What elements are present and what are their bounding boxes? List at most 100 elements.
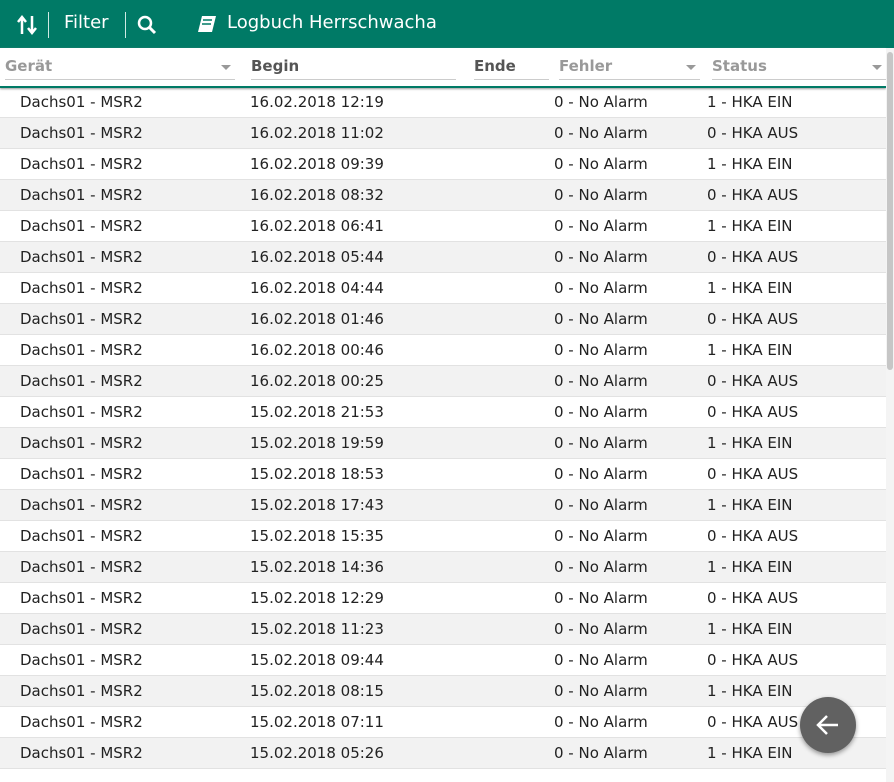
table-cell: 0 - No Alarm <box>554 558 648 576</box>
table-cell: 0 - No Alarm <box>554 589 648 607</box>
column-header[interactable]: Ende <box>474 57 549 80</box>
table-cell: 0 - No Alarm <box>554 341 648 359</box>
table-cell: Dachs01 - MSR2 <box>20 403 143 421</box>
table-cell: 15.02.2018 12:29 <box>250 589 384 607</box>
table-cell: 0 - No Alarm <box>554 651 648 669</box>
table-cell: 1 - HKA EIN <box>707 155 793 173</box>
table-cell: 0 - No Alarm <box>554 310 648 328</box>
table-header: Gerät Begin Ende Fehler Status <box>0 48 886 88</box>
table-cell: Dachs01 - MSR2 <box>20 465 143 483</box>
table-cell: Dachs01 - MSR2 <box>20 341 143 359</box>
separator <box>48 12 49 38</box>
table-cell: 16.02.2018 08:32 <box>250 186 384 204</box>
table-row[interactable]: Dachs01 - MSR2 15.02.2018 05:26 0 - No Ala… <box>0 738 886 769</box>
table-cell: 0 - HKA AUS <box>707 651 799 669</box>
table-cell: 0 - No Alarm <box>554 713 648 731</box>
table-cell: 15.02.2018 15:35 <box>250 527 384 545</box>
table-cell: 16.02.2018 09:39 <box>250 155 384 173</box>
table-cell: Dachs01 - MSR2 <box>20 589 143 607</box>
table-row[interactable]: Dachs01 - MSR2 16.02.2018 04:44 0 - No Ala… <box>0 273 886 304</box>
back-button[interactable] <box>800 697 856 753</box>
book-icon <box>198 16 216 32</box>
table-cell: 1 - HKA EIN <box>707 496 793 514</box>
table-cell: 16.02.2018 06:41 <box>250 217 384 235</box>
column-label: Gerät <box>5 57 53 75</box>
table-row[interactable]: Dachs01 - MSR2 16.02.2018 06:41 0 - No Ala… <box>0 211 886 242</box>
table-cell: Dachs01 - MSR2 <box>20 124 143 142</box>
table-cell: 0 - No Alarm <box>554 527 648 545</box>
table-cell: 15.02.2018 21:53 <box>250 403 384 421</box>
table-cell: Dachs01 - MSR2 <box>20 744 143 762</box>
search-icon[interactable] <box>136 14 158 36</box>
table-body: Dachs01 - MSR2 16.02.2018 12:19 0 - No Ala… <box>0 87 886 769</box>
table-cell: 16.02.2018 00:25 <box>250 372 384 390</box>
scrollbar-thumb[interactable] <box>887 52 893 370</box>
table-row[interactable]: Dachs01 - MSR2 16.02.2018 00:46 0 - No Ala… <box>0 335 886 366</box>
table-cell: Dachs01 - MSR2 <box>20 93 143 111</box>
column-header[interactable]: Fehler <box>559 57 700 80</box>
table-cell: 0 - HKA AUS <box>707 589 799 607</box>
table-cell: Dachs01 - MSR2 <box>20 527 143 545</box>
table-cell: Dachs01 - MSR2 <box>20 620 143 638</box>
table-cell: 16.02.2018 04:44 <box>250 279 384 297</box>
table-cell: 15.02.2018 11:23 <box>250 620 384 638</box>
table-cell: Dachs01 - MSR2 <box>20 496 143 514</box>
table-row[interactable]: Dachs01 - MSR2 15.02.2018 17:43 0 - No Ala… <box>0 490 886 521</box>
table-row[interactable]: Dachs01 - MSR2 15.02.2018 11:23 0 - No Ala… <box>0 614 886 645</box>
scrollbar[interactable] <box>886 48 894 782</box>
table-cell: 1 - HKA EIN <box>707 744 793 762</box>
table-cell: 0 - No Alarm <box>554 744 648 762</box>
sort-icon[interactable] <box>16 14 40 36</box>
toolbar: Filter Logbuch Herrschwacha <box>0 0 894 48</box>
table-cell: 0 - No Alarm <box>554 186 648 204</box>
table-cell: 0 - No Alarm <box>554 465 648 483</box>
table-cell: 0 - No Alarm <box>554 372 648 390</box>
table-cell: 15.02.2018 19:59 <box>250 434 384 452</box>
table-cell: 0 - No Alarm <box>554 682 648 700</box>
separator <box>125 12 126 38</box>
table-cell: Dachs01 - MSR2 <box>20 279 143 297</box>
table-cell: 0 - HKA AUS <box>707 372 799 390</box>
table-cell: 0 - HKA AUS <box>707 465 799 483</box>
table-cell: 0 - No Alarm <box>554 155 648 173</box>
table-row[interactable]: Dachs01 - MSR2 16.02.2018 11:02 0 - No Ala… <box>0 118 886 149</box>
table-cell: 1 - HKA EIN <box>707 279 793 297</box>
filter-button[interactable]: Filter <box>64 12 109 33</box>
table-row[interactable]: Dachs01 - MSR2 16.02.2018 09:39 0 - No Ala… <box>0 149 886 180</box>
table-cell: 0 - HKA AUS <box>707 403 799 421</box>
table-row[interactable]: Dachs01 - MSR2 15.02.2018 18:53 0 - No Ala… <box>0 459 886 490</box>
table-cell: Dachs01 - MSR2 <box>20 558 143 576</box>
table-cell: 15.02.2018 08:15 <box>250 682 384 700</box>
table-row[interactable]: Dachs01 - MSR2 16.02.2018 05:44 0 - No Ala… <box>0 242 886 273</box>
table-cell: 16.02.2018 12:19 <box>250 93 384 111</box>
table-cell: 1 - HKA EIN <box>707 558 793 576</box>
table-cell: 0 - No Alarm <box>554 620 648 638</box>
column-header[interactable]: Status <box>712 57 886 80</box>
table-cell: 15.02.2018 17:43 <box>250 496 384 514</box>
table-cell: Dachs01 - MSR2 <box>20 217 143 235</box>
table-row[interactable]: Dachs01 - MSR2 16.02.2018 01:46 0 - No Ala… <box>0 304 886 335</box>
table-cell: 0 - No Alarm <box>554 496 648 514</box>
table-cell: 0 - No Alarm <box>554 93 648 111</box>
table-row[interactable]: Dachs01 - MSR2 15.02.2018 07:11 0 - No Ala… <box>0 707 886 738</box>
table-cell: 0 - HKA AUS <box>707 186 799 204</box>
table-row[interactable]: Dachs01 - MSR2 15.02.2018 09:44 0 - No Ala… <box>0 645 886 676</box>
logbook-title[interactable]: Logbuch Herrschwacha <box>227 12 437 33</box>
table-cell: 1 - HKA EIN <box>707 341 793 359</box>
column-header[interactable]: Begin <box>251 57 456 80</box>
table-cell: 0 - HKA AUS <box>707 713 799 731</box>
table-row[interactable]: Dachs01 - MSR2 16.02.2018 08:32 0 - No Ala… <box>0 180 886 211</box>
table-cell: Dachs01 - MSR2 <box>20 372 143 390</box>
table-row[interactable]: Dachs01 - MSR2 15.02.2018 21:53 0 - No Ala… <box>0 397 886 428</box>
table-row[interactable]: Dachs01 - MSR2 15.02.2018 15:35 0 - No Ala… <box>0 521 886 552</box>
table-row[interactable]: Dachs01 - MSR2 15.02.2018 12:29 0 - No Ala… <box>0 583 886 614</box>
table-row[interactable]: Dachs01 - MSR2 16.02.2018 00:25 0 - No Ala… <box>0 366 886 397</box>
column-header[interactable]: Gerät <box>5 57 235 80</box>
table-cell: 0 - HKA AUS <box>707 310 799 328</box>
table-cell: 15.02.2018 14:36 <box>250 558 384 576</box>
table-row[interactable]: Dachs01 - MSR2 15.02.2018 14:36 0 - No Ala… <box>0 552 886 583</box>
table-row[interactable]: Dachs01 - MSR2 16.02.2018 12:19 0 - No Ala… <box>0 87 886 118</box>
table-cell: 1 - HKA EIN <box>707 217 793 235</box>
table-row[interactable]: Dachs01 - MSR2 15.02.2018 19:59 0 - No Ala… <box>0 428 886 459</box>
table-row[interactable]: Dachs01 - MSR2 15.02.2018 08:15 0 - No Ala… <box>0 676 886 707</box>
